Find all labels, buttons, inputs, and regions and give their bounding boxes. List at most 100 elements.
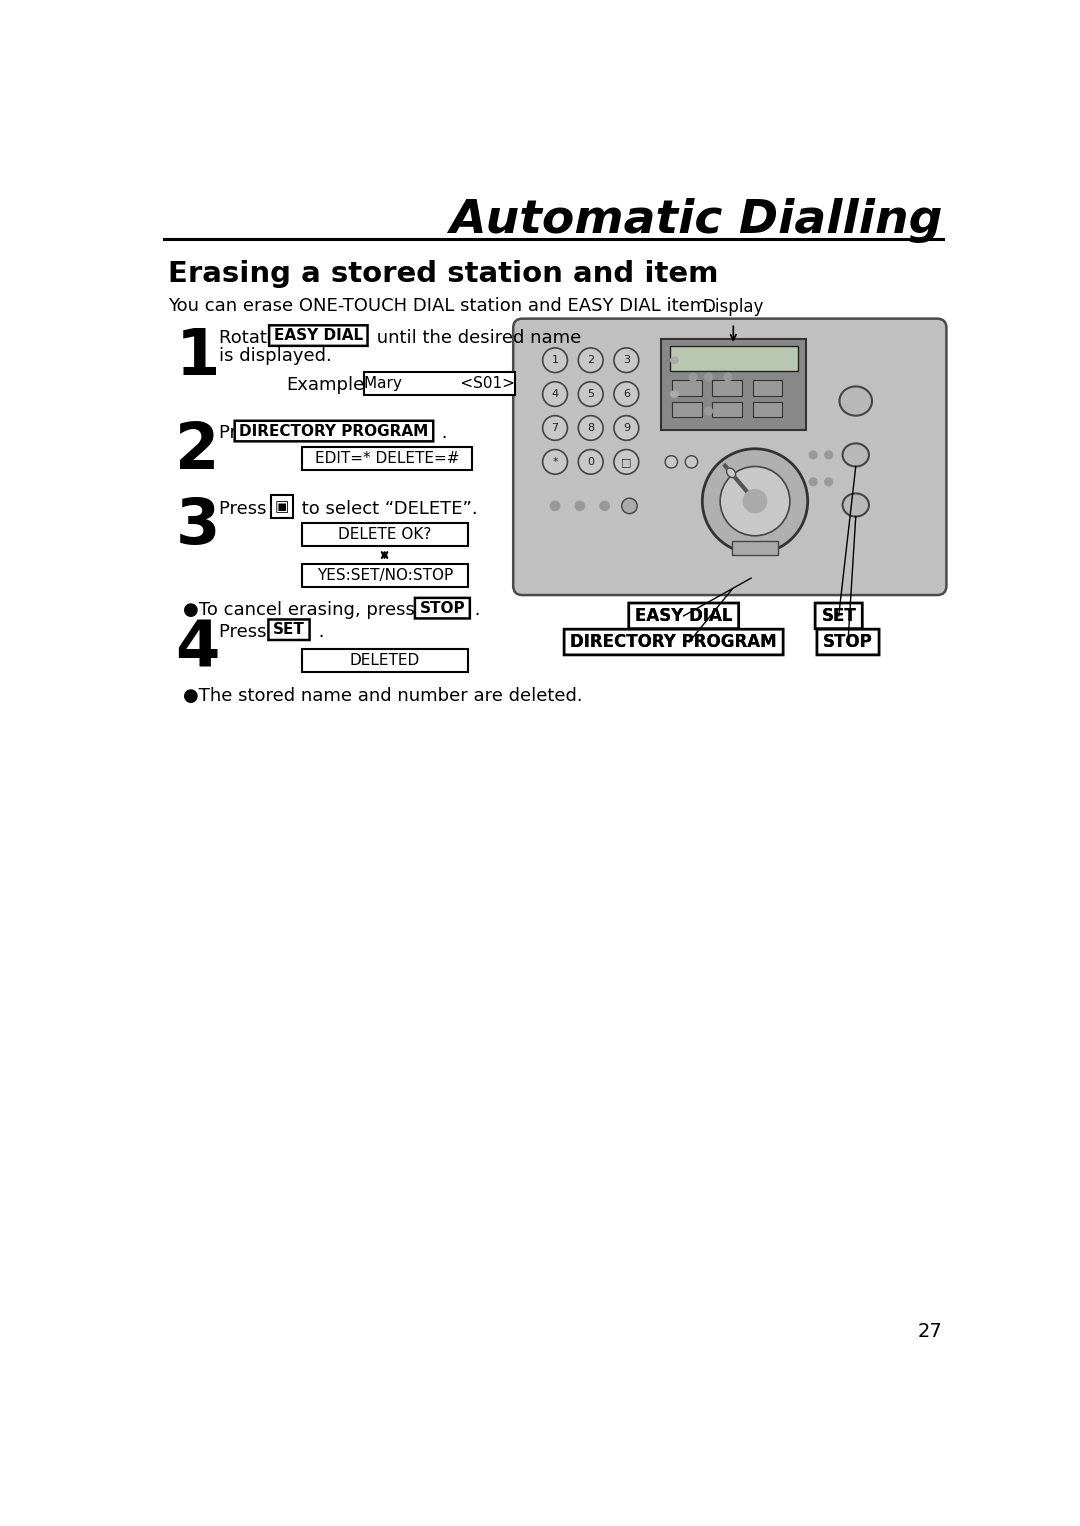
Circle shape	[613, 348, 638, 372]
Circle shape	[704, 374, 713, 382]
Text: ●The stored name and number are deleted.: ●The stored name and number are deleted.	[183, 688, 583, 705]
Circle shape	[578, 415, 603, 441]
Text: □: □	[621, 456, 632, 467]
FancyBboxPatch shape	[301, 523, 469, 546]
Circle shape	[685, 456, 698, 468]
Text: .: .	[469, 601, 481, 620]
FancyBboxPatch shape	[670, 346, 798, 371]
Circle shape	[542, 415, 567, 441]
Text: Erasing a stored station and item: Erasing a stored station and item	[167, 259, 718, 288]
Ellipse shape	[839, 386, 872, 415]
FancyBboxPatch shape	[513, 319, 946, 595]
Text: Automatic Dialling: Automatic Dialling	[449, 197, 943, 243]
Text: 8: 8	[588, 423, 594, 433]
Text: EASY DIAL: EASY DIAL	[635, 607, 732, 624]
FancyBboxPatch shape	[661, 339, 806, 429]
Text: 9: 9	[623, 423, 630, 433]
Circle shape	[702, 449, 808, 554]
Circle shape	[578, 382, 603, 406]
FancyBboxPatch shape	[713, 401, 742, 417]
Ellipse shape	[671, 391, 678, 397]
Text: SET: SET	[821, 607, 856, 624]
Text: Display: Display	[703, 298, 764, 316]
FancyBboxPatch shape	[301, 649, 469, 671]
Text: Example:: Example:	[286, 377, 370, 394]
Text: You can erase ONE-TOUCH DIAL station and EASY DIAL item.: You can erase ONE-TOUCH DIAL station and…	[167, 298, 713, 314]
Text: Rotate: Rotate	[218, 328, 283, 346]
FancyBboxPatch shape	[564, 629, 783, 655]
Text: 3: 3	[175, 494, 220, 557]
Ellipse shape	[727, 468, 735, 478]
Circle shape	[665, 456, 677, 468]
FancyBboxPatch shape	[629, 603, 739, 629]
Circle shape	[622, 497, 637, 514]
FancyBboxPatch shape	[672, 401, 702, 417]
Text: EASY DIAL: EASY DIAL	[635, 607, 732, 624]
FancyBboxPatch shape	[753, 401, 782, 417]
FancyBboxPatch shape	[672, 380, 702, 395]
Text: DIRECTORY PROGRAM: DIRECTORY PROGRAM	[570, 633, 777, 652]
FancyBboxPatch shape	[234, 421, 433, 441]
Text: Press: Press	[218, 499, 272, 517]
Text: 1: 1	[175, 325, 219, 388]
Text: until the desired name: until the desired name	[370, 328, 581, 346]
FancyBboxPatch shape	[301, 447, 472, 470]
Text: YES:SET/NO:STOP: YES:SET/NO:STOP	[316, 568, 454, 583]
Text: Press: Press	[218, 623, 272, 641]
Text: 5: 5	[588, 389, 594, 400]
FancyBboxPatch shape	[269, 620, 310, 639]
FancyBboxPatch shape	[364, 372, 515, 395]
Circle shape	[613, 450, 638, 475]
Text: is displayed.: is displayed.	[218, 346, 332, 365]
FancyBboxPatch shape	[732, 542, 779, 555]
Text: DIRECTORY PROGRAM: DIRECTORY PROGRAM	[240, 424, 429, 438]
Circle shape	[809, 478, 816, 485]
Text: 1: 1	[552, 356, 558, 365]
Circle shape	[578, 450, 603, 475]
Circle shape	[542, 382, 567, 406]
Circle shape	[689, 374, 697, 382]
Text: 27: 27	[918, 1323, 943, 1341]
FancyBboxPatch shape	[713, 380, 742, 395]
Ellipse shape	[842, 444, 869, 467]
Text: ●To cancel erasing, press: ●To cancel erasing, press	[183, 601, 421, 620]
Text: STOP: STOP	[419, 601, 465, 615]
Circle shape	[809, 452, 816, 459]
Circle shape	[704, 407, 713, 415]
Text: .: .	[313, 623, 324, 641]
Ellipse shape	[842, 493, 869, 516]
Text: *: *	[552, 456, 558, 467]
Text: EASY DIAL: EASY DIAL	[273, 328, 363, 343]
FancyBboxPatch shape	[271, 494, 294, 517]
Text: 6: 6	[623, 389, 630, 400]
Ellipse shape	[671, 357, 678, 363]
Text: 2: 2	[588, 356, 594, 365]
Circle shape	[825, 452, 833, 459]
Text: 2: 2	[175, 420, 219, 482]
FancyBboxPatch shape	[815, 603, 862, 629]
Text: .: .	[436, 424, 448, 443]
Text: 0: 0	[588, 456, 594, 467]
Circle shape	[578, 348, 603, 372]
Text: 7: 7	[552, 423, 558, 433]
Text: Mary            <S01>: Mary <S01>	[364, 375, 515, 391]
Circle shape	[542, 348, 567, 372]
Circle shape	[720, 467, 789, 536]
Text: STOP: STOP	[823, 633, 873, 652]
Text: SET: SET	[273, 623, 305, 638]
Circle shape	[551, 501, 559, 511]
Circle shape	[724, 374, 732, 382]
Circle shape	[576, 501, 584, 511]
Circle shape	[600, 501, 609, 511]
Circle shape	[825, 478, 833, 485]
Text: STOP: STOP	[823, 633, 873, 652]
Text: DIRECTORY PROGRAM: DIRECTORY PROGRAM	[570, 633, 777, 652]
Circle shape	[743, 490, 767, 513]
Text: 3: 3	[623, 356, 630, 365]
Text: ▣: ▣	[274, 499, 289, 514]
Text: 4: 4	[175, 618, 219, 681]
Text: DELETE OK?: DELETE OK?	[338, 526, 432, 542]
Text: to select “DELETE”.: to select “DELETE”.	[296, 499, 477, 517]
FancyBboxPatch shape	[415, 598, 470, 618]
FancyBboxPatch shape	[269, 325, 367, 346]
